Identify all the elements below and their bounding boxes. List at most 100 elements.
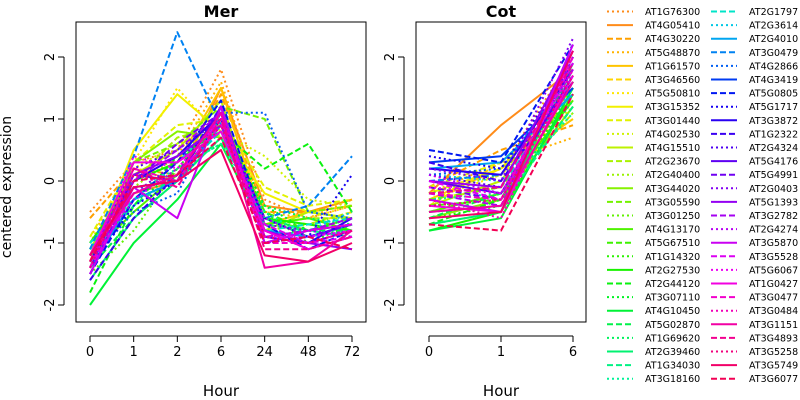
mer-plot-frame xyxy=(75,21,367,323)
legend-label: AT2G40400 xyxy=(645,170,700,181)
legend-label: AT2G1797 xyxy=(749,7,798,18)
legend-label: AT3G44020 xyxy=(645,184,700,195)
legend-label: AT2G4010 xyxy=(749,34,798,45)
legend-label: AT1G76300 xyxy=(645,7,700,18)
legend-label: AT3G5258 xyxy=(749,347,798,358)
legend-label: AT5G50810 xyxy=(645,89,700,100)
legend-label: AT1G14320 xyxy=(645,252,700,263)
legend-label: AT5G48870 xyxy=(645,48,700,59)
cot-x-tick-label: 6 xyxy=(569,345,577,360)
mer-x-tick-label: 2 xyxy=(173,345,181,360)
legend-label: AT5G1393 xyxy=(749,197,798,208)
legend-label: AT3G5870 xyxy=(749,238,798,249)
legend: AT1G76300 AT4G05410 AT4G30220 AT5G48870 AT1G… xyxy=(607,7,798,385)
mer-series-group xyxy=(89,31,353,306)
legend-label: AT1G2322 xyxy=(749,129,798,140)
legend-label: AT3G46560 xyxy=(645,75,700,86)
legend-label: AT2G4274 xyxy=(749,225,798,236)
cot-series-line xyxy=(428,87,574,232)
legend-label: AT3G07110 xyxy=(645,293,700,304)
legend-label: AT2G23670 xyxy=(645,157,700,168)
legend-label: AT2G44120 xyxy=(645,279,700,290)
legend-label: AT4G2866 xyxy=(749,61,798,72)
legend-label: AT4G05410 xyxy=(645,21,700,32)
cot-y-tick-label: 1 xyxy=(383,115,398,123)
legend-label: AT3G1151 xyxy=(749,320,798,331)
legend-label: AT3G3872 xyxy=(749,116,798,127)
mer-x-axis-label: Hour xyxy=(203,382,240,400)
mer-axes: 0 1 2 6 24 48 72 -2 -1 0 1 2 xyxy=(43,53,360,360)
mer-x-tick-label: 48 xyxy=(300,345,317,360)
mer-series-line xyxy=(89,130,353,256)
legend-label: AT2G27530 xyxy=(645,265,700,276)
legend-label: AT3G15352 xyxy=(645,102,700,113)
mer-y-tick-label: 2 xyxy=(43,53,58,61)
mer-y-tick-label: 0 xyxy=(43,177,58,185)
mer-series-line xyxy=(89,118,353,263)
legend-label: AT2G4324 xyxy=(749,143,798,154)
legend-label: AT4G3419 xyxy=(749,75,798,86)
legend-label: AT5G4991 xyxy=(749,170,798,181)
legend-label: AT3G0484 xyxy=(749,306,798,317)
cot-x-tick-label: 1 xyxy=(497,345,505,360)
legend-label: AT5G02870 xyxy=(645,320,700,331)
legend-label: AT2G0403 xyxy=(749,184,798,195)
cot-series-line xyxy=(428,93,574,232)
legend-label: AT4G15510 xyxy=(645,143,700,154)
mer-title: Mer xyxy=(204,2,239,21)
legend-label: AT1G0427 xyxy=(749,279,798,290)
legend-label: AT3G18160 xyxy=(645,374,700,385)
y-axis-label: centered expression xyxy=(0,116,15,258)
legend-label: AT1G69620 xyxy=(645,333,700,344)
legend-label: AT3G5528 xyxy=(749,252,798,263)
cot-plot-frame xyxy=(415,21,587,323)
legend-label: AT1G34030 xyxy=(645,361,700,372)
cot-series-line xyxy=(428,75,574,195)
mer-panel: Mer centered expression Hour 0 1 2 6 24 48 72 -… xyxy=(0,2,367,400)
cot-x-tick-label: 0 xyxy=(425,345,433,360)
legend-label: AT4G10450 xyxy=(645,306,700,317)
cot-title: Cot xyxy=(486,2,517,21)
legend-label: AT5G1717 xyxy=(749,102,798,113)
cot-y-tick-label: -1 xyxy=(383,237,398,250)
cot-axes: 0 1 6 -2 -1 0 1 2 xyxy=(383,53,577,360)
mer-y-tick-label: 1 xyxy=(43,115,58,123)
legend-label: AT3G5749 xyxy=(749,361,798,372)
legend-label: AT5G0805 xyxy=(749,89,798,100)
mer-y-tick-label: -1 xyxy=(43,237,58,250)
legend-label: AT3G6077 xyxy=(749,374,798,385)
cot-series-line xyxy=(428,56,574,201)
mer-x-tick-label: 6 xyxy=(217,345,225,360)
mer-series-line xyxy=(89,136,353,263)
legend-label: AT5G67510 xyxy=(645,238,700,249)
mer-x-tick-label: 24 xyxy=(256,345,273,360)
legend-label: AT4G30220 xyxy=(645,34,700,45)
cot-y-tick-label: -2 xyxy=(383,299,398,312)
mer-series-line xyxy=(89,124,353,269)
mer-x-tick-label: 1 xyxy=(130,345,138,360)
legend-label: AT3G0479 xyxy=(749,48,798,59)
legend-label: AT2G39460 xyxy=(645,347,700,358)
mer-series-line xyxy=(89,118,353,275)
legend-label: AT2G3614 xyxy=(749,21,798,32)
legend-label: AT3G01250 xyxy=(645,211,700,222)
cot-panel: Cot Hour 0 1 6 -2 -1 0 1 2 xyxy=(383,2,587,400)
cot-series-line xyxy=(428,81,574,213)
legend-label: AT3G01440 xyxy=(645,116,700,127)
legend-label: AT3G2782 xyxy=(749,211,798,222)
cot-y-tick-label: 0 xyxy=(383,177,398,185)
cot-series-line xyxy=(428,50,574,220)
legend-label: AT3G0477 xyxy=(749,293,798,304)
cot-series-group xyxy=(428,37,574,232)
mer-series-line xyxy=(89,149,353,263)
mer-y-tick-label: -2 xyxy=(43,299,58,312)
legend-label: AT1G61570 xyxy=(645,61,700,72)
legend-label: AT3G4893 xyxy=(749,333,798,344)
legend-label: AT4G13170 xyxy=(645,225,700,236)
cot-series-line xyxy=(428,87,574,220)
cot-x-axis-label: Hour xyxy=(483,382,520,400)
legend-label: AT5G6067 xyxy=(749,265,798,276)
legend-label: AT4G02530 xyxy=(645,129,700,140)
cot-y-tick-label: 2 xyxy=(383,53,398,61)
